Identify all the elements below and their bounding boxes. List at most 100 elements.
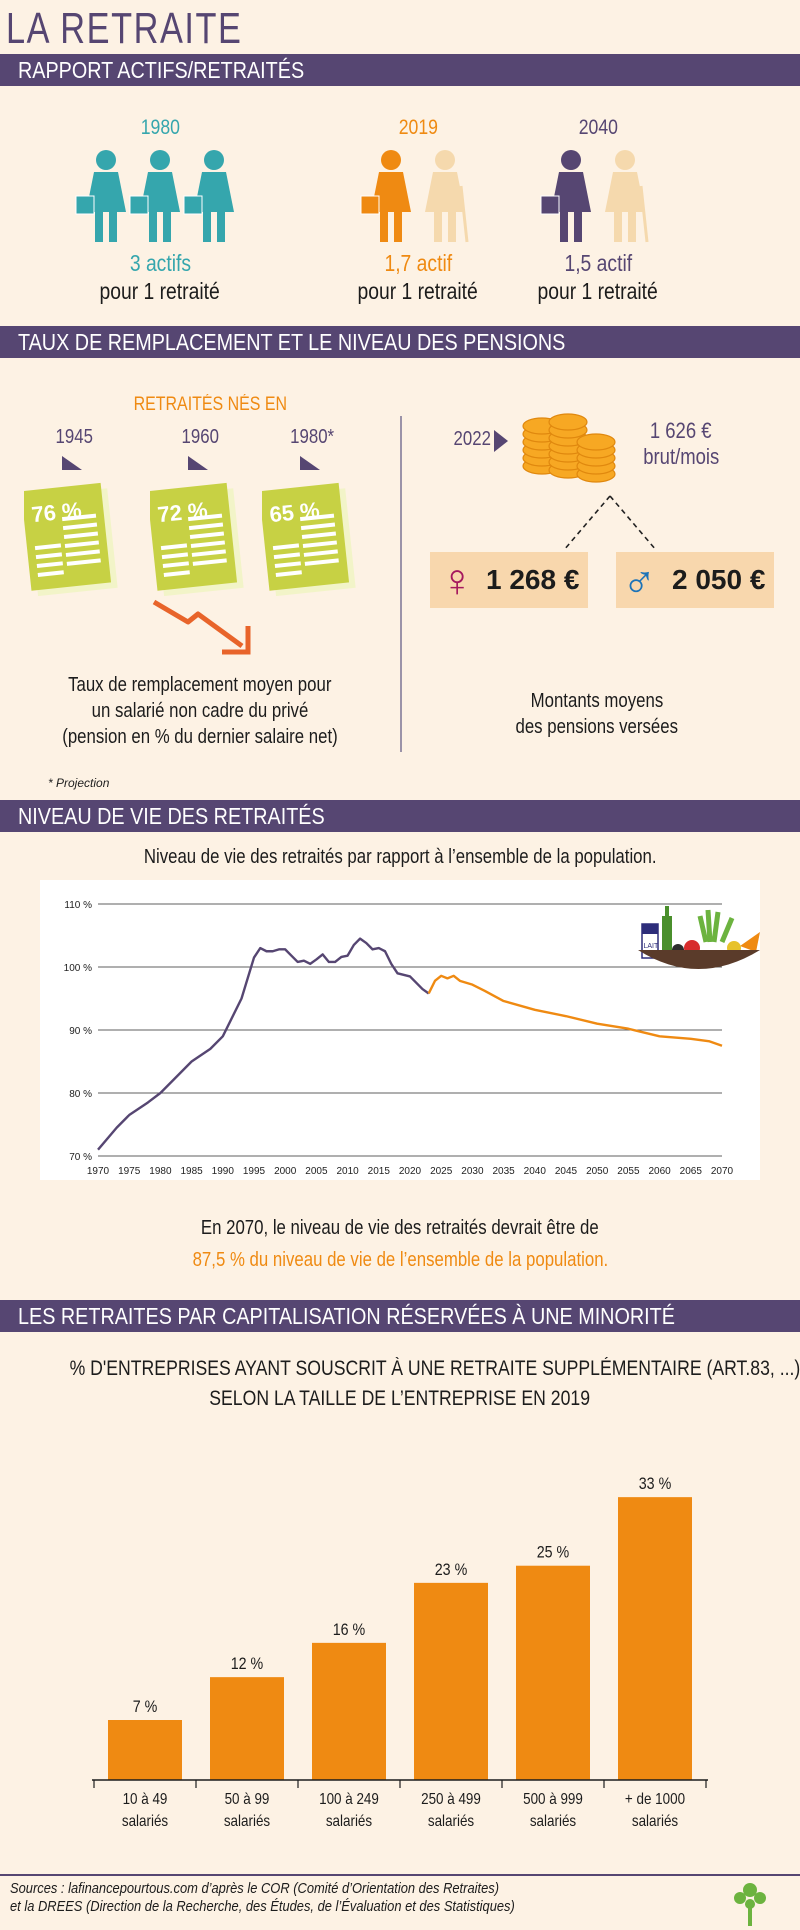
x-tick-label: 2050 [586, 1166, 609, 1177]
line-chart-subtitle: Niveau de vie des retraités par rapport … [143, 846, 657, 868]
category-label: salariés [326, 1813, 372, 1830]
page-title: LA RETRAITE [6, 4, 243, 53]
category-label: + de 1000 [625, 1791, 685, 1808]
x-tick-label: 2000 [274, 1166, 297, 1177]
replacement-rate: 76 % [30, 497, 82, 527]
x-tick-label: 2065 [680, 1166, 703, 1177]
category-label: 100 à 249 [319, 1791, 379, 1808]
standard-of-living-chart: 70 % 80 % 90 % 100 % 110 % 1970 1975 1980 1985 19… [40, 880, 760, 1180]
chart-conclusion: En 2070, le niveau de vie des retraités … [192, 1217, 608, 1271]
ratio-group-2040: 2040 1,5 actif pour 1 retraité [488, 112, 708, 312]
x-tick-label: 1995 [243, 1166, 266, 1177]
section-niveau-title: NIVEAU DE VIE DES RETRAITÉS [18, 803, 325, 829]
section-capitalisation-title: LES RETRAITES PAR CAPITALISATION RÉSERVÉ… [18, 1303, 675, 1329]
ratio-group-2019: 2019 1,7 actif pour 1 retraité [308, 112, 528, 312]
male-pension-amount: 2 050 € [672, 564, 766, 595]
ratio-label: pour 1 retraité [99, 278, 221, 304]
bar-value-label: 12 % [231, 1655, 264, 1673]
x-tick-label: 1980 [149, 1166, 172, 1177]
capitalisation-bar-chart: 7 % 10 à 49 salariés 12 % 50 à 99 salariés 16 … [92, 1475, 708, 1830]
male-icon: ♂ [622, 554, 657, 606]
workers-icon [360, 150, 469, 243]
projection-footnote: * Projection [48, 776, 110, 790]
section-rapport-band: RAPPORT ACTIFS/RETRAITÉS [0, 54, 800, 86]
ratio-year: 1980 [140, 116, 180, 139]
category-label: salariés [530, 1813, 576, 1830]
bar-value-label: 25 % [537, 1544, 570, 1562]
pension-year: 2022 [453, 428, 491, 450]
bar-value-label: 33 % [639, 1475, 672, 1493]
cohort-year: 1960 [181, 426, 219, 448]
section2-divider [400, 416, 402, 752]
section-capitalisation-band: LES RETRAITES PAR CAPITALISATION RÉSERVÉ… [0, 1300, 800, 1332]
x-tick-label: 2045 [555, 1166, 578, 1177]
cohort-year: 1980* [290, 426, 334, 448]
category-label: salariés [224, 1813, 270, 1830]
cohorts-heading: RETRAITÉS NÉS EN [133, 394, 287, 415]
series-line-0 [97, 937, 430, 1151]
ratio-value: 1,5 actif [564, 250, 632, 276]
ratio-value: 1,7 actif [384, 250, 452, 276]
female-icon: ♀ [440, 554, 475, 606]
replacement-rate: 65 % [268, 497, 320, 527]
category-label: 50 à 99 [225, 1791, 270, 1808]
series-line-1 [427, 974, 723, 1047]
bar [108, 1720, 182, 1780]
document-icon: 76 % [24, 456, 118, 596]
category-label: 10 à 49 [123, 1791, 168, 1808]
y-tick-label: 100 % [64, 963, 92, 974]
category-label: salariés [122, 1813, 168, 1830]
cohort-1: 1960 72 % [150, 426, 250, 596]
category-label: salariés [428, 1813, 474, 1830]
bar [414, 1582, 488, 1780]
y-tick-label: 110 % [64, 900, 92, 911]
y-tick-label: 70 % [69, 1152, 92, 1163]
split-lines-icon [563, 495, 657, 551]
x-tick-label: 2060 [648, 1166, 671, 1177]
section-taux-title: TAUX DE REMPLACEMENT ET LE NIVEAU DES PE… [18, 329, 566, 355]
document-icon: 65 % [262, 456, 356, 596]
tree-logo-icon [734, 1883, 766, 1926]
x-tick-label: 1990 [212, 1166, 235, 1177]
bar [210, 1677, 284, 1780]
x-tick-label: 2070 [711, 1166, 734, 1177]
coins-icon [522, 413, 616, 483]
x-tick-label: 2015 [368, 1166, 391, 1177]
milk-label: LAIT [644, 943, 660, 950]
ratio-value: 3 actifs [129, 250, 191, 276]
x-tick-label: 1985 [180, 1166, 203, 1177]
category-label: 500 à 999 [523, 1791, 583, 1808]
bar [312, 1642, 386, 1780]
bar-chart-title: % D'ENTREPRISES AYANT SOUSCRIT À UNE RET… [69, 1357, 800, 1410]
footer-rule [0, 1874, 800, 1876]
x-tick-label: 2020 [399, 1166, 422, 1177]
x-tick-label: 2030 [461, 1166, 484, 1177]
x-tick-label: 2025 [430, 1166, 453, 1177]
replacement-caption: Taux de remplacement moyen pour un salar… [62, 674, 338, 748]
bar [618, 1497, 692, 1780]
y-tick-label: 90 % [69, 1026, 92, 1037]
x-tick-label: 2005 [305, 1166, 328, 1177]
ratio-label: pour 1 retraité [537, 278, 659, 304]
x-tick-label: 2055 [617, 1166, 640, 1177]
female-pension-amount: 1 268 € [486, 564, 580, 595]
section-niveau-band: NIVEAU DE VIE DES RETRAITÉS [0, 800, 800, 832]
x-tick-label: 1975 [118, 1166, 141, 1177]
ratio-year: 2019 [398, 116, 438, 139]
x-tick-label: 2035 [492, 1166, 515, 1177]
x-tick-label: 2010 [336, 1166, 359, 1177]
cohort-2: 1980* 65 % [262, 426, 362, 596]
x-tick-label: 2040 [524, 1166, 547, 1177]
ratio-year: 2040 [578, 116, 618, 139]
y-tick-label: 80 % [69, 1089, 92, 1100]
highlight-value: 87,5 % [192, 1249, 245, 1271]
category-label: salariés [632, 1813, 678, 1830]
bar-value-label: 16 % [333, 1621, 366, 1639]
bar-value-label: 7 % [133, 1698, 158, 1716]
sources: Sources : lafinancepourtous.com d’après … [10, 1880, 515, 1915]
bar-value-label: 23 % [435, 1561, 468, 1579]
x-tick-label: 1970 [87, 1166, 110, 1177]
document-icon: 72 % [150, 456, 244, 596]
pension-caption: Montants moyens des pensions versées [515, 690, 679, 738]
male-pension-tag: ♂ 2 050 € [616, 552, 774, 608]
